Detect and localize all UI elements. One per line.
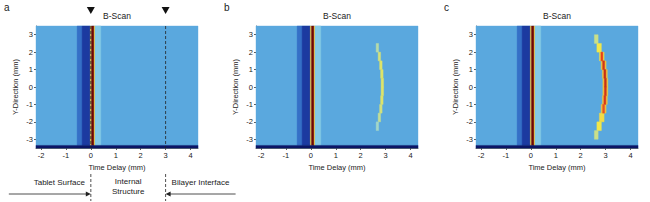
svg-text:3: 3 [469,30,473,39]
svg-text:-2: -2 [258,151,265,160]
svg-text:4: 4 [628,151,632,160]
svg-text:-2: -2 [478,151,485,160]
svg-text:-1: -1 [503,151,510,160]
svg-text:4: 4 [408,151,412,160]
svg-text:B-Scan: B-Scan [103,11,131,21]
svg-text:0: 0 [249,83,253,92]
svg-text:2: 2 [359,151,363,160]
svg-text:Internal: Internal [115,177,142,186]
svg-text:-3: -3 [466,135,473,144]
svg-text:0: 0 [309,151,313,160]
svg-text:1: 1 [334,151,338,160]
svg-text:-2: -2 [466,117,473,126]
svg-text:2: 2 [579,151,583,160]
svg-text:3: 3 [164,151,168,160]
svg-text:-3: -3 [246,135,253,144]
svg-text:0: 0 [29,83,33,92]
svg-text:0: 0 [529,151,533,160]
svg-text:3: 3 [29,30,33,39]
svg-text:Structure: Structure [112,187,145,196]
svg-text:2: 2 [29,48,33,57]
svg-text:-2: -2 [26,117,33,126]
svg-text:1: 1 [114,151,118,160]
svg-text:a: a [4,2,10,13]
svg-text:Time Delay (mm): Time Delay (mm) [308,163,366,172]
svg-text:2: 2 [249,48,253,57]
svg-text:3: 3 [249,30,253,39]
svg-text:-1: -1 [63,151,70,160]
svg-text:3: 3 [384,151,388,160]
svg-text:Y-Direction (mm): Y-Direction (mm) [231,59,240,115]
svg-text:c: c [444,2,449,13]
svg-text:Y-Direction (mm): Y-Direction (mm) [11,59,20,115]
svg-text:1: 1 [249,65,253,74]
svg-text:2: 2 [139,151,143,160]
svg-text:B-Scan: B-Scan [323,11,351,21]
svg-text:1: 1 [469,65,473,74]
svg-text:3: 3 [604,151,608,160]
svg-text:Time Delay (mm): Time Delay (mm) [528,163,586,172]
svg-text:B-Scan: B-Scan [543,11,571,21]
svg-text:2: 2 [469,48,473,57]
svg-text:0: 0 [89,151,93,160]
svg-text:1: 1 [554,151,558,160]
svg-text:-1: -1 [26,100,33,109]
svg-text:-1: -1 [466,100,473,109]
svg-text:0: 0 [469,83,473,92]
svg-text:Time Delay (mm): Time Delay (mm) [88,163,146,172]
svg-text:Bilayer Interface: Bilayer Interface [172,178,230,187]
svg-text:-3: -3 [26,135,33,144]
svg-text:-2: -2 [38,151,45,160]
svg-text:1: 1 [29,65,33,74]
svg-text:b: b [224,2,230,13]
svg-text:-1: -1 [283,151,290,160]
svg-text:-2: -2 [246,117,253,126]
svg-text:Tablet Surface: Tablet Surface [34,178,86,187]
svg-text:4: 4 [188,151,192,160]
svg-text:-1: -1 [246,100,253,109]
svg-text:Y-Direction (mm): Y-Direction (mm) [451,59,460,115]
